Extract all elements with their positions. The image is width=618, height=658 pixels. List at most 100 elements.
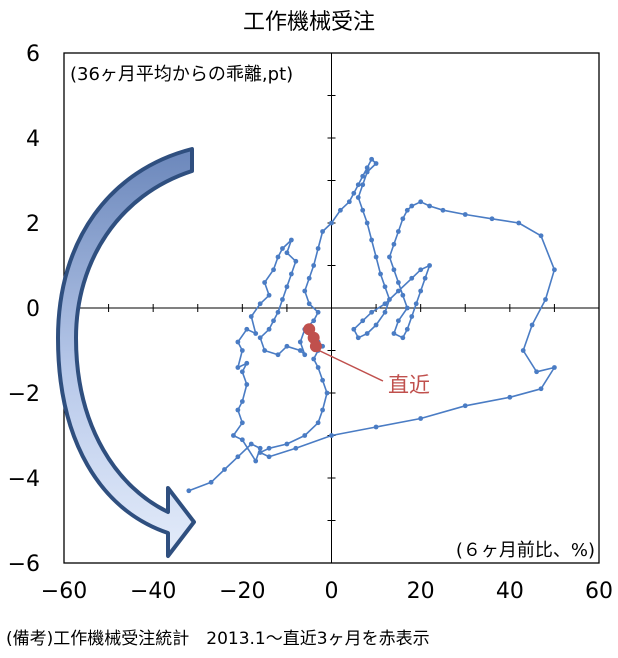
data-point (534, 369, 539, 375)
y-tick-label: 4 (26, 127, 40, 152)
data-point (427, 263, 432, 268)
data-point (324, 390, 330, 396)
data-point (257, 445, 263, 451)
data-point (364, 331, 370, 336)
recent-pointer-line (317, 349, 384, 382)
data-point (262, 348, 268, 353)
data-point (239, 369, 245, 375)
data-point (360, 318, 366, 324)
data-point (382, 284, 388, 290)
data-point (369, 237, 375, 243)
data-point (529, 322, 535, 328)
y-tick-label: −6 (8, 552, 40, 577)
axes (63, 52, 600, 564)
data-point (266, 454, 272, 460)
x-tick-label: 40 (496, 579, 524, 604)
data-point (186, 488, 192, 494)
data-point (373, 161, 379, 166)
data-point (462, 212, 468, 217)
data-point (369, 156, 375, 162)
data-point (329, 220, 334, 226)
data-point (391, 267, 397, 273)
data-point (395, 288, 401, 294)
data-point (387, 254, 392, 260)
data-point (516, 220, 522, 226)
data-point (257, 450, 263, 455)
data-point (400, 216, 406, 222)
recent-point (309, 340, 322, 353)
x-tick-label: −40 (130, 579, 176, 604)
x-tick-label: −60 (41, 579, 87, 604)
data-point (293, 445, 299, 451)
data-point (266, 326, 272, 332)
data-point (346, 199, 352, 205)
data-point (355, 182, 361, 188)
data-point (552, 365, 557, 370)
data-point (395, 229, 401, 234)
y-tick-label: 6 (26, 42, 40, 67)
data-point (369, 309, 375, 315)
data-point (302, 288, 308, 294)
data-point (391, 241, 397, 247)
data-point (288, 237, 294, 243)
data-point (315, 309, 321, 315)
series-group (186, 156, 557, 494)
data-point (440, 207, 446, 213)
data-point (231, 433, 236, 438)
data-point (302, 352, 308, 358)
data-point (284, 250, 290, 256)
data-point (360, 182, 366, 188)
data-point (391, 331, 397, 336)
data-point (520, 348, 526, 353)
data-point (404, 326, 410, 332)
data-point (315, 246, 321, 251)
data-point (284, 441, 290, 447)
x-tick-label: 0 (325, 579, 339, 604)
data-point (360, 173, 366, 179)
data-point (311, 263, 317, 268)
data-point (373, 254, 379, 260)
data-point (262, 280, 268, 285)
x-tick-label: 60 (585, 579, 613, 604)
y-tick-label: −2 (8, 382, 40, 407)
data-point (311, 356, 317, 362)
data-point (311, 318, 317, 324)
data-point (538, 233, 544, 239)
data-point (387, 297, 392, 302)
data-point (360, 207, 366, 213)
data-point (418, 199, 424, 205)
data-point (422, 275, 428, 281)
data-point (266, 445, 272, 451)
data-point (338, 207, 343, 213)
data-point (293, 258, 299, 264)
data-point (306, 301, 312, 307)
x-unit-annotation: (６ヶ月前比、%) (456, 540, 595, 561)
data-point (373, 424, 379, 430)
data-point (315, 365, 321, 370)
data-point (400, 292, 406, 298)
data-point (280, 246, 285, 251)
data-point (355, 335, 361, 341)
data-point (320, 377, 325, 383)
data-point (239, 420, 245, 426)
data-point (378, 271, 383, 277)
data-point (315, 420, 321, 426)
rotation-arrow-icon (56, 147, 196, 558)
data-point (427, 203, 432, 209)
data-point (552, 267, 557, 273)
recent-annotation: 直近 (317, 349, 430, 397)
data-point (409, 275, 415, 281)
data-point (266, 292, 272, 298)
data-point (271, 267, 276, 273)
data-point (235, 454, 241, 460)
data-point (400, 335, 406, 341)
data-point (538, 386, 544, 392)
data-point (418, 288, 424, 294)
data-point (302, 433, 308, 438)
data-point (409, 203, 415, 209)
data-point (271, 318, 276, 324)
data-point (275, 254, 281, 260)
data-point (382, 301, 388, 307)
